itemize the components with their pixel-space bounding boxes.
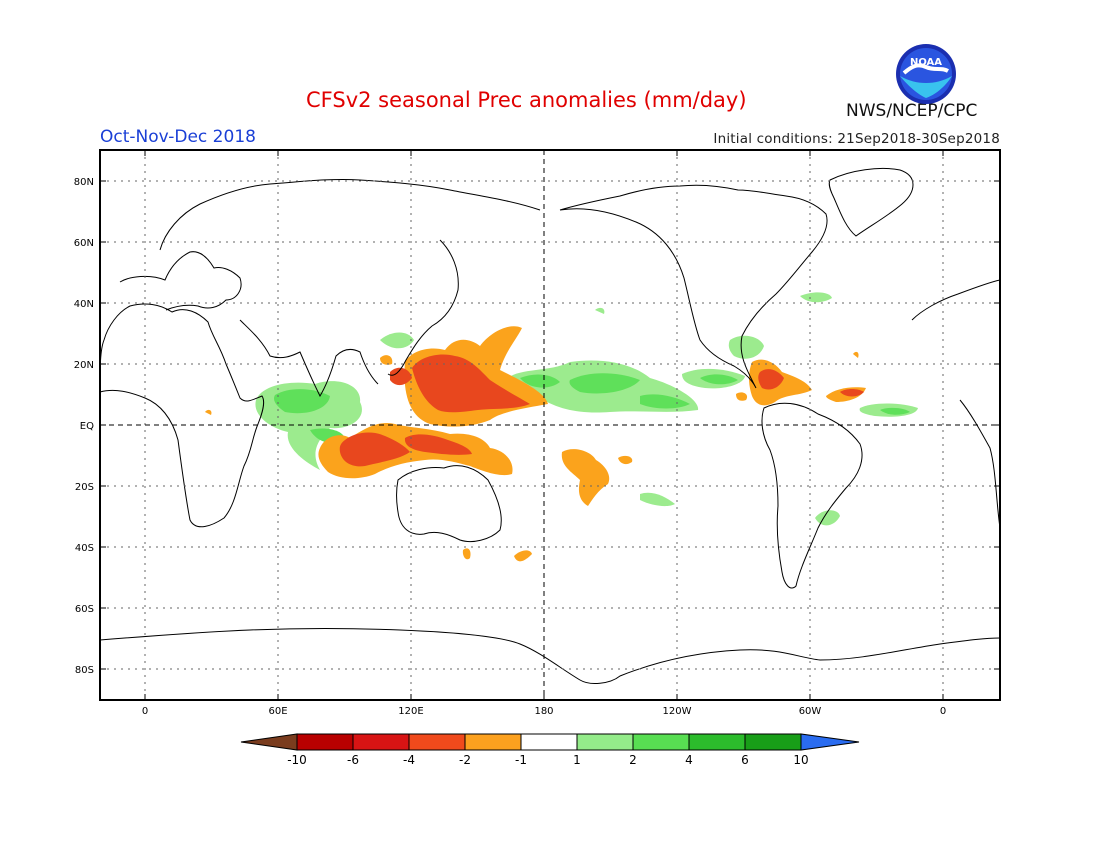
coast-europe	[119, 251, 242, 311]
anomaly-shading	[205, 292, 918, 562]
legend-tick-label: -1	[515, 753, 527, 767]
lat-label: 20N	[74, 360, 94, 371]
legend-swatch	[352, 733, 410, 751]
lat-label: 40S	[75, 543, 94, 554]
lat-label: 20S	[75, 482, 94, 493]
legend-swatch	[744, 733, 802, 751]
dry-region-south-pacific-small	[618, 455, 633, 465]
coast-asia-east	[387, 239, 459, 376]
wet-core-pacific-a	[520, 374, 560, 388]
wet-region-bay-of-bengal	[380, 332, 414, 349]
dry-core-philippines	[390, 367, 412, 386]
wet-region-us-east	[800, 292, 832, 303]
dry-region-south-pacific	[561, 449, 610, 506]
legend-tick-label: 10	[793, 753, 808, 767]
dry-region-new-zealand	[514, 550, 532, 562]
lon-labels: 0 60E 120E 180 120W 60W 0	[142, 706, 946, 717]
coast-australia	[396, 465, 502, 543]
chart-title: CFSv2 seasonal Prec anomalies (mm/day)	[306, 88, 747, 112]
lon-label: 60E	[268, 706, 287, 717]
dry-region-atlantic-n	[853, 351, 859, 358]
wet-core-atlantic	[880, 407, 910, 415]
legend-swatch	[688, 733, 746, 751]
legend-tick-label: -4	[403, 753, 415, 767]
coast-south-america	[761, 402, 863, 589]
lon-label: 60W	[799, 706, 822, 717]
lat-label: 60S	[75, 604, 94, 615]
season-label: Oct-Nov-Dec 2018	[100, 127, 256, 147]
wet-region-caribbean-north	[728, 335, 764, 359]
lat-labels: 80N 60N 40N 20N EQ 20S 40S 60S 80S	[74, 177, 94, 676]
legend-tick-label: 1	[573, 753, 581, 767]
coast-arabia-india	[239, 319, 379, 398]
legend-swatch	[464, 733, 522, 751]
dry-core-sumatra	[339, 432, 410, 467]
lat-label: EQ	[80, 421, 94, 432]
initial-conditions-label: Initial conditions: 21Sep2018-30Sep2018	[713, 131, 1000, 147]
legend-tick-label: 2	[629, 753, 637, 767]
coast-africa	[99, 303, 265, 528]
coast-europe-right	[911, 279, 1001, 321]
wet-core-pacific-b	[569, 373, 640, 394]
legend-tick-label: 6	[741, 753, 749, 767]
lat-label: 80N	[74, 177, 94, 188]
dry-region-cuba	[736, 392, 748, 401]
legend-tick-label: -10	[287, 753, 307, 767]
wet-region-pacific-ne	[595, 307, 605, 314]
lat-label: 80S	[75, 665, 94, 676]
axis-ticks	[100, 150, 1000, 700]
legend-swatch	[632, 733, 690, 751]
lon-label: 120W	[663, 706, 692, 717]
lat-label: 40N	[74, 299, 94, 310]
legend-tick-label: 4	[685, 753, 693, 767]
legend-swatch	[520, 733, 578, 751]
legend-arrow-right	[800, 733, 860, 751]
coast-greenland	[828, 167, 914, 237]
dry-region-bay-of-bengal	[380, 355, 393, 365]
color-bar-legend: -10 -6 -4 -2 -1 1 2 4 6 10	[240, 733, 860, 767]
legend-swatch	[576, 733, 634, 751]
lon-label: 0	[142, 706, 148, 717]
lon-label: 0	[940, 706, 946, 717]
dry-core-philippine-sea	[412, 354, 530, 413]
wet-core-pacific-c	[640, 394, 690, 409]
coast-africa-right	[959, 399, 1001, 529]
wet-core-central-america	[700, 374, 738, 385]
legend-tick-label: -2	[459, 753, 471, 767]
lon-label: 120E	[398, 706, 423, 717]
dry-core-indonesia	[404, 434, 472, 455]
noaa-logo-icon: NOAA	[896, 44, 956, 104]
dry-region-tasmania	[462, 548, 471, 560]
lat-label: 60N	[74, 238, 94, 249]
agency-label: NWS/NCEP/CPC	[846, 101, 978, 121]
graticule	[100, 150, 1000, 700]
reference-lines	[100, 150, 1000, 700]
wet-core-indian-ocean	[274, 389, 330, 414]
legend-arrow-left	[240, 733, 298, 751]
dry-core-atlantic	[840, 389, 864, 397]
lon-label: 180	[534, 706, 553, 717]
coast-north-america	[559, 184, 828, 389]
dry-region-india-dot	[205, 409, 212, 415]
legend-tick-label: -6	[347, 753, 359, 767]
dry-core-caribbean	[758, 369, 784, 390]
coast-antarctica	[99, 628, 1001, 684]
legend-swatch	[296, 733, 354, 751]
legend-swatch	[408, 733, 466, 751]
wet-region-south-pacific	[640, 492, 675, 507]
logo-text: NOAA	[910, 57, 942, 68]
coastlines	[99, 167, 1001, 684]
coast-eurasia-north	[159, 178, 541, 251]
